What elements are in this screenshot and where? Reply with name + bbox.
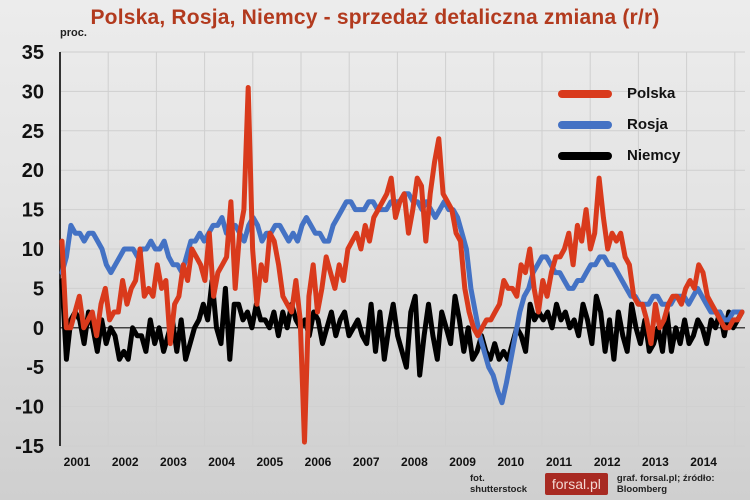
photo-credit: fot. shutterstock	[470, 473, 528, 495]
legend-swatch-rosja	[558, 120, 612, 129]
x-tick-label: 2008	[401, 455, 428, 469]
legend-swatch-niemcy	[558, 151, 612, 160]
y-tick-label: 20	[22, 160, 44, 182]
x-tick-label: 2005	[256, 455, 283, 469]
legend-label: Niemcy	[627, 147, 681, 164]
x-tick-label: 2013	[642, 455, 669, 469]
y-tick-label: 15	[22, 200, 44, 222]
legend-item-polska: Polska	[558, 78, 680, 109]
y-axis-ticks: 35 30 25 20 15 10 5 0 -5 -10 -15	[15, 42, 44, 458]
x-tick-label: 2009	[449, 455, 476, 469]
legend-swatch-polska	[558, 89, 612, 98]
x-tick-label: 2006	[305, 455, 332, 469]
y-tick-label: 0	[33, 318, 44, 340]
legend: Polska Rosja Niemcy	[558, 78, 680, 171]
y-tick-label: -10	[15, 397, 44, 419]
x-tick-label: 2004	[208, 455, 235, 469]
y-tick-label: 25	[22, 121, 44, 143]
legend-label: Polska	[627, 85, 676, 102]
legend-item-niemcy: Niemcy	[558, 140, 680, 171]
y-tick-label: 5	[33, 278, 44, 300]
x-tick-label: 2014	[690, 455, 717, 469]
legend-label: Rosja	[627, 116, 668, 133]
x-tick-label: 2012	[594, 455, 621, 469]
x-tick-label: 2010	[497, 455, 524, 469]
source-credit: graf. forsal.pl; źródło: Bloomberg	[616, 473, 715, 495]
x-tick-label: 2001	[64, 455, 91, 469]
data-series	[59, 85, 745, 445]
x-tick-label: 2011	[546, 455, 572, 469]
series-line-rosja	[59, 191, 745, 406]
brand-logo[interactable]: forsal.pl	[544, 473, 608, 495]
y-tick-label: 35	[22, 42, 44, 64]
y-tick-label: -15	[15, 436, 44, 458]
series-line-niemcy	[59, 278, 745, 378]
y-tick-label: 30	[22, 81, 44, 103]
footer: fot. shutterstock forsal.pl graf. forsal…	[470, 473, 750, 495]
y-tick-label: 10	[22, 239, 44, 261]
x-tick-label: 2002	[112, 455, 139, 469]
x-axis-ticks: 2001 2002 2003 2004 2005 2006 2007 2008 2009 2010…	[64, 455, 718, 469]
legend-item-rosja: Rosja	[558, 109, 680, 140]
series-line-polska	[59, 85, 745, 445]
x-tick-label: 2003	[160, 455, 187, 469]
x-tick-label: 2007	[353, 455, 380, 469]
y-axis-unit-label: proc.	[60, 27, 87, 39]
y-tick-label: -5	[26, 357, 44, 379]
chart-title: Polska, Rosja, Niemcy - sprzedaż detalic…	[90, 6, 660, 29]
